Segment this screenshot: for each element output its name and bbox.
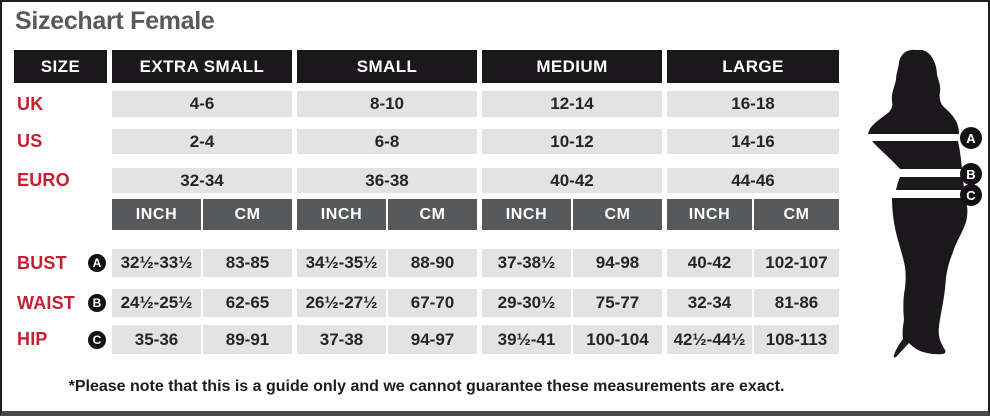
cell-bust-xs-cm: 83-85 — [203, 249, 292, 277]
cell-uk-small: 8-10 — [297, 91, 477, 117]
row-waist: WAIST B 24½-25½ 62-65 26½-27½ 67-70 29-3… — [14, 289, 839, 317]
cell-euro-extra-small: 32-34 — [112, 168, 292, 193]
marker-a-badge: A — [88, 254, 106, 272]
figure-marker-c: C — [960, 184, 982, 206]
row-us: US 2-4 6-8 10-12 14-16 — [14, 129, 839, 154]
row-bust: BUST A 32½-33½ 83-85 34½-35½ 88-90 37-38… — [14, 249, 839, 277]
cell-waist-l-inch: 32-34 — [667, 289, 752, 317]
cell-uk-large: 16-18 — [667, 91, 839, 117]
unit-header-cm-m: CM — [573, 199, 662, 230]
cell-waist-xs-cm: 62-65 — [203, 289, 292, 317]
row-label-bust-group: BUST A — [14, 249, 107, 277]
cell-us-medium: 10-12 — [482, 129, 662, 154]
size-column-header: SIZE — [14, 50, 107, 83]
row-label-waist: WAIST — [17, 292, 75, 313]
row-label-uk: UK — [17, 93, 44, 114]
marker-b-badge: B — [88, 294, 106, 312]
unit-header-inch-xs: INCH — [112, 199, 201, 230]
cell-euro-medium: 40-42 — [482, 168, 662, 193]
cell-euro-small: 36-38 — [297, 168, 477, 193]
cell-uk-medium: 12-14 — [482, 91, 662, 117]
row-label-euro: EURO — [17, 170, 70, 190]
silhouette-hips-legs — [892, 198, 968, 358]
cell-hip-l-inch: 42½-44½ — [667, 325, 752, 354]
cell-waist-m-cm: 75-77 — [573, 289, 662, 317]
unit-header-inch-s: INCH — [297, 199, 386, 230]
unit-header-cm-s: CM — [388, 199, 477, 230]
cell-hip-s-cm: 94-97 — [388, 325, 477, 354]
unit-header-cm-xs: CM — [203, 199, 292, 230]
cell-hip-xs-inch: 35-36 — [112, 325, 201, 354]
unit-header-row: INCH CM INCH CM INCH CM INCH CM — [14, 199, 839, 230]
row-label-bust: BUST — [17, 252, 67, 273]
female-silhouette — [868, 49, 968, 358]
cell-waist-s-inch: 26½-27½ — [297, 289, 386, 317]
marker-c-badge: C — [88, 330, 106, 349]
row-label-waist-group: WAIST B — [14, 289, 107, 317]
cell-uk-extra-small: 4-6 — [112, 91, 292, 117]
cell-bust-l-inch: 40-42 — [667, 249, 752, 277]
row-uk: UK 4-6 8-10 12-14 16-18 — [14, 91, 839, 117]
cell-hip-l-cm: 108-113 — [754, 325, 839, 354]
col-header-extra-small: EXTRA SMALL — [112, 50, 292, 83]
cell-bust-m-cm: 94-98 — [573, 249, 662, 277]
cell-us-small: 6-8 — [297, 129, 477, 154]
cell-bust-xs-inch: 32½-33½ — [112, 249, 201, 277]
cell-bust-m-inch: 37-38½ — [482, 249, 571, 277]
col-header-medium: MEDIUM — [482, 50, 662, 83]
silhouette-head-bust — [868, 49, 959, 134]
row-hip: HIP C 35-36 89-91 37-38 94-97 39½-41 100… — [14, 325, 839, 354]
page-title: Sizechart Female — [15, 7, 215, 35]
row-label-hip-group: HIP C — [14, 325, 107, 354]
cell-hip-s-inch: 37-38 — [297, 325, 386, 354]
cell-waist-l-cm: 81-86 — [754, 289, 839, 317]
figure-marker-a: A — [960, 127, 982, 149]
cell-bust-s-inch: 34½-35½ — [297, 249, 386, 277]
size-header-row: SIZE EXTRA SMALL SMALL MEDIUM LARGE — [14, 50, 839, 83]
col-header-small: SMALL — [297, 50, 477, 83]
cell-hip-xs-cm: 89-91 — [203, 325, 292, 354]
figure-marker-b: B — [960, 163, 982, 185]
silhouette-waistband — [896, 177, 964, 190]
unit-header-inch-m: INCH — [482, 199, 571, 230]
silhouette-underbust — [872, 141, 962, 169]
cell-us-large: 14-16 — [667, 129, 839, 154]
col-header-large: LARGE — [667, 50, 839, 83]
cell-hip-m-cm: 100-104 — [573, 325, 662, 354]
cell-euro-large: 44-46 — [667, 168, 839, 193]
row-label-us: US — [17, 131, 43, 151]
row-euro: EURO 32-34 36-38 40-42 44-46 — [14, 168, 839, 193]
unit-row-spacer — [14, 199, 107, 230]
disclaimer-note: *Please note that this is a guide only a… — [68, 378, 785, 395]
cell-waist-m-inch: 29-30½ — [482, 289, 571, 317]
unit-header-cm-l: CM — [754, 199, 839, 230]
unit-header-inch-l: INCH — [667, 199, 752, 230]
cell-bust-l-cm: 102-107 — [754, 249, 839, 277]
cell-hip-m-inch: 39½-41 — [482, 325, 571, 354]
cell-waist-s-cm: 67-70 — [388, 289, 477, 317]
cell-waist-xs-inch: 24½-25½ — [112, 289, 201, 317]
row-label-hip: HIP — [17, 329, 48, 349]
cell-bust-s-cm: 88-90 — [388, 249, 477, 277]
cell-us-extra-small: 2-4 — [112, 129, 292, 154]
